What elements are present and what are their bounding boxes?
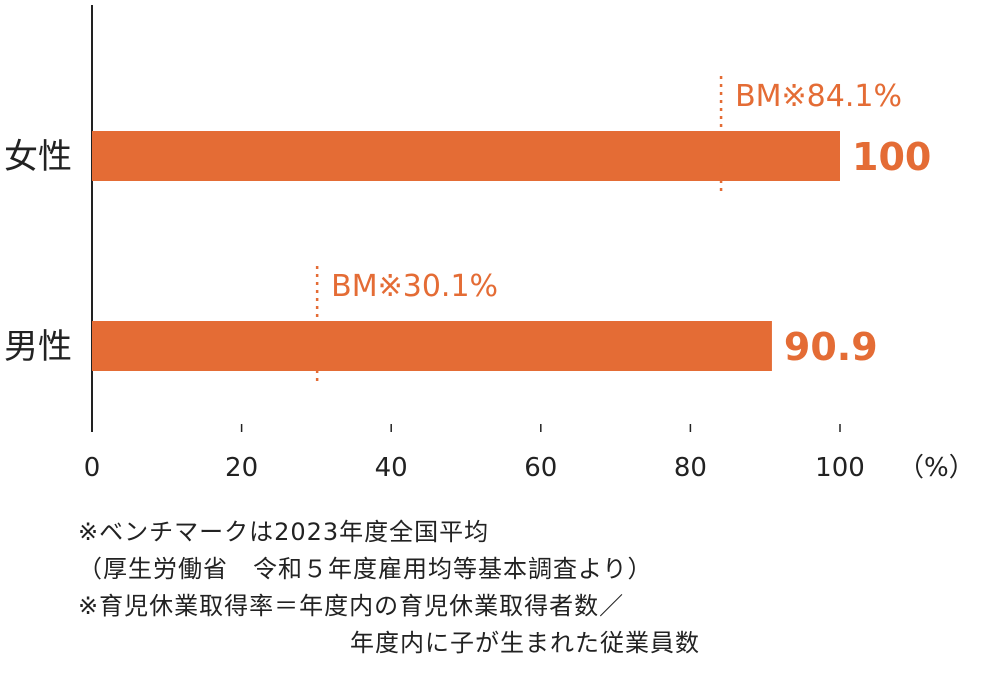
x-unit-label: （%）	[898, 453, 975, 483]
category-label: 女性	[4, 137, 72, 177]
footnote-source: （厚生労働省 令和５年度雇用均等基本調査より）	[78, 555, 653, 583]
benchmark-label: BM※30.1%	[331, 269, 498, 304]
x-tick-label: 0	[84, 453, 101, 483]
bar-value-label: 90.9	[784, 325, 878, 369]
bar	[92, 321, 772, 371]
footnote-definition: ※育児休業取得率＝年度内の育児休業取得者数／	[78, 592, 625, 620]
category-label: 男性	[4, 327, 72, 367]
x-tick-label: 60	[524, 453, 557, 483]
bar	[92, 131, 840, 181]
x-tick-label: 80	[674, 453, 707, 483]
footnotes: ※ベンチマークは2023年度全国平均 （厚生労働省 令和５年度雇用均等基本調査よ…	[78, 514, 978, 662]
bar-value-label: 100	[852, 135, 931, 179]
x-tick-label: 20	[225, 453, 258, 483]
x-tick-label: 100	[815, 453, 865, 483]
footnote-benchmark: ※ベンチマークは2023年度全国平均	[78, 518, 490, 546]
bar-chart: 0 20 40 60 80 100 （%） 女性 100 BM※84.1% 男性 90.9 BM※30.…	[4, 5, 975, 483]
benchmark-label: BM※84.1%	[735, 79, 902, 114]
footnote-definition-cont: 年度内に子が生まれた従業員数	[350, 629, 700, 657]
x-tick-label: 40	[375, 453, 408, 483]
